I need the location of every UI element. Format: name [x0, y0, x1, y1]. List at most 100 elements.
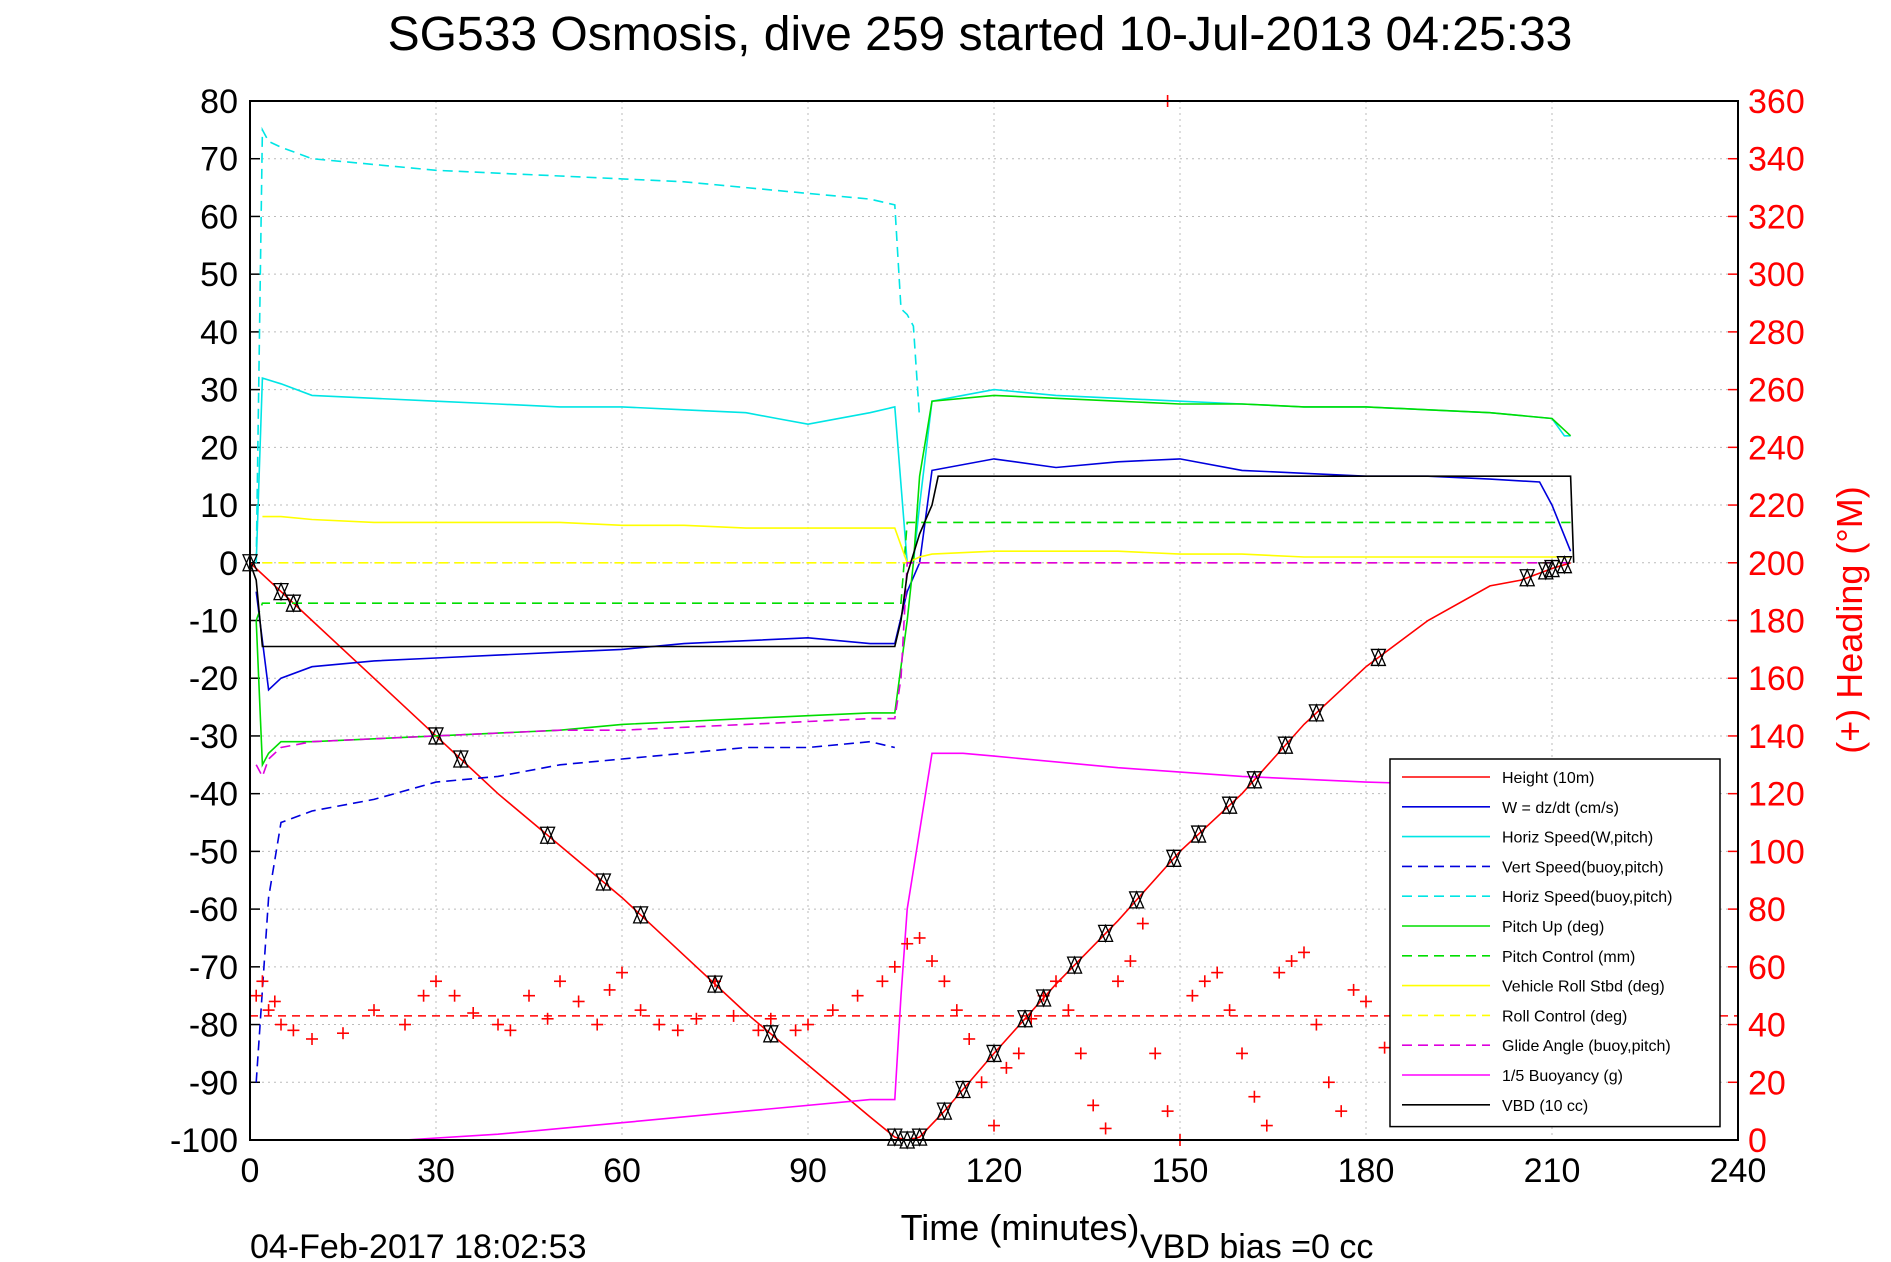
height-marker	[986, 1043, 1002, 1064]
heading-point	[1025, 1012, 1038, 1025]
series-line-10	[255, 561, 1571, 779]
series-line-4	[255, 740, 895, 1083]
y-tick-label: 10	[200, 487, 238, 525]
height-marker	[1017, 1009, 1033, 1029]
marker-up-triangle	[1544, 558, 1560, 578]
legend: Height (10m) W = dz/dt (cm/s) Horiz Speed(…	[1389, 758, 1721, 1128]
x-axis-label: Time (minutes)	[901, 1207, 1140, 1248]
heading-point	[417, 989, 430, 1002]
y2-tick-label: 140	[1748, 718, 1805, 756]
y2-tick-label: 360	[1748, 83, 1805, 121]
heading-point	[1087, 1099, 1100, 1112]
height-marker	[1544, 558, 1560, 579]
marker-up-triangle	[1221, 795, 1238, 814]
series-line-3	[255, 377, 1571, 564]
marker-up-triangle	[428, 726, 444, 745]
heading-point	[1149, 1047, 1162, 1060]
height-marker	[428, 726, 444, 746]
heading-point	[256, 975, 269, 988]
legend-label: Glide Angle (buoy,pitch)	[1502, 1038, 1671, 1055]
x-tick-label: 120	[966, 1152, 1023, 1190]
heading-point	[572, 995, 585, 1008]
height-marker	[1277, 735, 1294, 755]
y-tick-label: -20	[189, 660, 238, 698]
heading-point	[1000, 1061, 1013, 1074]
heading-point	[913, 931, 926, 944]
marker-up-triangle	[632, 905, 649, 924]
heading-point	[337, 1027, 349, 1040]
x-tick-label: 180	[1338, 1152, 1395, 1190]
y-tick-label: -90	[189, 1064, 238, 1102]
heading-point	[399, 1018, 411, 1031]
heading-point	[430, 975, 442, 988]
marker-up-triangle	[955, 1079, 971, 1099]
heading-point	[287, 1024, 300, 1037]
legend-label: W = dz/dt (cm/s)	[1502, 800, 1619, 817]
legend-label: Pitch Control (mm)	[1502, 949, 1635, 966]
heading-point	[603, 983, 616, 996]
y-tick-label: 80	[200, 83, 238, 121]
x-tick-label: 210	[1524, 1152, 1581, 1190]
series-line-6	[255, 394, 1572, 768]
y-tick-label: 20	[200, 429, 238, 467]
height-marker	[1190, 824, 1207, 844]
height-marker	[285, 593, 302, 613]
height-marker	[1370, 647, 1387, 668]
y2-tick-labels: 3603403203002802602402202001801601401201…	[1748, 83, 1805, 1160]
x-tick-labels: 0 30 60 90 120 150 180 210 240	[241, 1152, 1767, 1190]
heading-point	[888, 960, 901, 973]
heading-point	[1161, 1105, 1174, 1118]
y-tick-label: 70	[200, 141, 238, 179]
height-marker	[955, 1079, 971, 1100]
heading-point	[1124, 955, 1137, 968]
x-tick-label: 90	[789, 1152, 827, 1190]
y-tick-label: -50	[189, 833, 238, 871]
heading-point	[1248, 1090, 1261, 1103]
height-marker	[595, 872, 612, 892]
y2-tick-label: 160	[1748, 660, 1805, 698]
heading-point	[634, 1004, 647, 1017]
heading-point	[448, 989, 461, 1002]
legend-label: Height (10m)	[1502, 770, 1594, 787]
height-marker	[1066, 955, 1083, 975]
marker-up-triangle	[911, 1127, 928, 1146]
marker-up-triangle	[1246, 770, 1263, 789]
legend-label: Horiz Speed(W,pitch)	[1502, 830, 1653, 847]
heading-point	[250, 989, 263, 1002]
height-marker	[886, 1127, 903, 1147]
y-tick-label: 30	[200, 372, 238, 410]
heading-point	[1099, 1122, 1112, 1135]
y-tick-label: -70	[189, 949, 238, 987]
heading-point	[988, 1119, 1000, 1132]
marker-up-triangle	[936, 1101, 953, 1120]
x-tick-label: 240	[1710, 1152, 1767, 1190]
marker-up-triangle	[1556, 555, 1573, 574]
y2-tick-label: 100	[1748, 833, 1805, 871]
marker-up-triangle	[1308, 703, 1325, 722]
marker-up-triangle	[762, 1024, 779, 1043]
heading-point	[1136, 917, 1149, 930]
legend-label: Horiz Speed(buoy,pitch)	[1502, 889, 1672, 906]
height-marker	[632, 905, 649, 925]
y-tick-label: -10	[189, 603, 238, 641]
series-line-11	[404, 752, 1571, 1141]
y2-tick-label: 0	[1748, 1122, 1767, 1160]
heading-point	[764, 1012, 777, 1025]
timestamp: 04-Feb-2017 18:02:53	[250, 1228, 586, 1262]
y2-tick-label: 180	[1748, 603, 1805, 641]
marker-up-triangle	[1277, 735, 1294, 754]
x-tick-label: 150	[1152, 1152, 1209, 1190]
marker-up-triangle	[1165, 848, 1182, 867]
height-marker	[1556, 555, 1573, 575]
heading-point	[1378, 1041, 1391, 1054]
y2-tick-label: 20	[1748, 1064, 1786, 1102]
legend-label: Vehicle Roll Stbd (deg)	[1502, 979, 1665, 996]
heading-point	[1360, 995, 1372, 1008]
y2-tick-label: 200	[1748, 545, 1805, 583]
heading-point	[802, 1018, 814, 1031]
height-marker	[762, 1024, 779, 1044]
heading-point	[876, 975, 889, 988]
y2-tick-label: 340	[1748, 141, 1805, 179]
height-marker	[1308, 703, 1325, 723]
heading-point	[1335, 1105, 1348, 1118]
